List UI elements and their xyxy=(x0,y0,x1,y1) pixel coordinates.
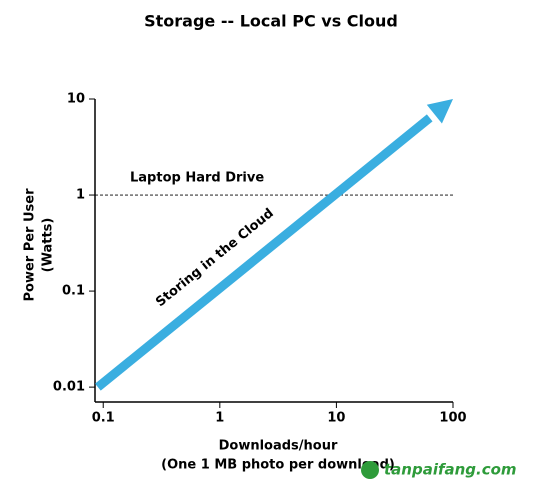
chart-title: Storage -- Local PC vs Cloud xyxy=(144,12,398,31)
y-axis-sublabel: (Watts) xyxy=(41,218,56,273)
trend-arrow xyxy=(95,114,433,391)
x-tick-label: 0.1 xyxy=(92,411,115,426)
arrow-head xyxy=(426,99,453,124)
watermark-logo xyxy=(361,461,379,479)
y-axis-label: Power Per User xyxy=(23,188,38,302)
y-tick-label: 0.01 xyxy=(53,380,85,395)
y-tick-label: 10 xyxy=(67,92,85,107)
x-tick-label: 1 xyxy=(215,411,224,426)
y-tick-label: 0.1 xyxy=(62,284,85,299)
x-axis-sublabel: (One 1 MB photo per download) xyxy=(161,458,395,473)
reference-label: Laptop Hard Drive xyxy=(130,171,264,186)
x-axis-label: Downloads/hour xyxy=(219,439,338,454)
watermark: tanpaifang.com xyxy=(384,461,517,479)
x-tick-label: 10 xyxy=(327,411,345,426)
x-tick-label: 100 xyxy=(439,411,466,426)
y-tick-label: 1 xyxy=(76,188,85,203)
